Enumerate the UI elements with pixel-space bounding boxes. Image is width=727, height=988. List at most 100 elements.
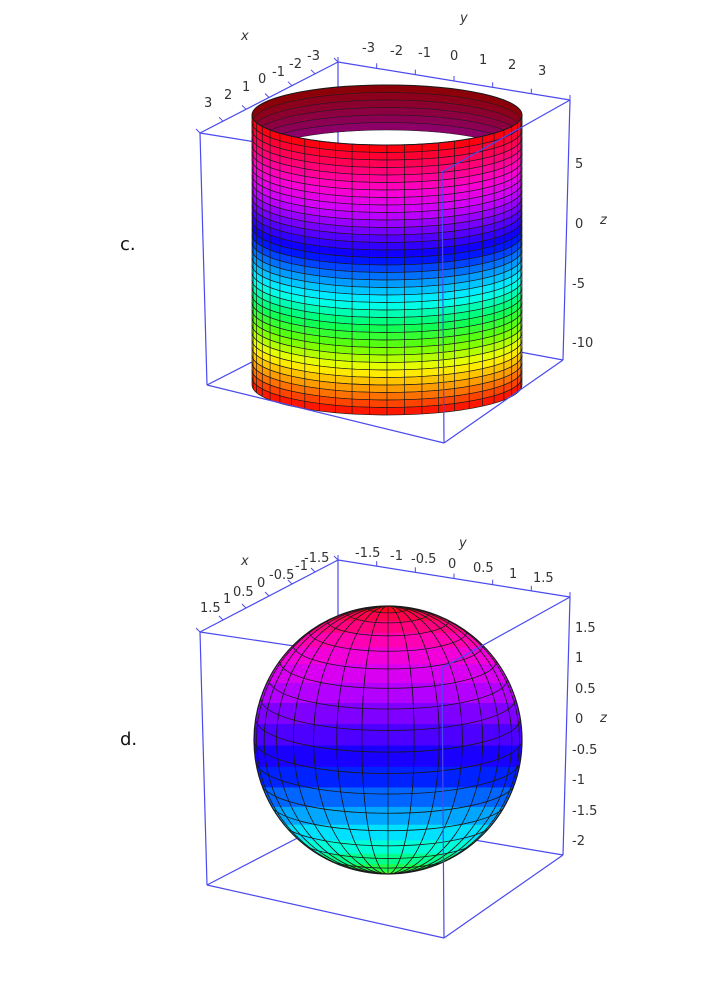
z-tick-labels-d: 1.5 1 0.5 0 -0.5 -1 -1.5 -2 — [572, 621, 597, 849]
axis-tick — [333, 57, 339, 63]
x-tick-label: 0 — [257, 576, 265, 591]
y-tick-label: 0 — [448, 557, 456, 572]
y-axis-label-c: y — [459, 11, 468, 26]
y-tick-label: -0.5 — [411, 552, 436, 567]
sphere-meridian — [313, 606, 463, 874]
x-axis-label-c: x — [240, 29, 249, 44]
sphere-latitude — [255, 760, 521, 795]
item-label-c: c. — [120, 234, 136, 255]
axis-tick — [310, 69, 316, 75]
y-tick-label: -1.5 — [355, 546, 380, 561]
sphere-latitude — [366, 607, 410, 614]
y-axis-label-d: y — [458, 536, 467, 551]
sphere-latitude — [268, 679, 508, 710]
sphere-band — [254, 877, 522, 892]
z-tick-label: 0 — [575, 712, 583, 727]
x-tick-label: 1.5 — [200, 601, 221, 616]
plot-d: d. 1.5 1 0.5 0 -0.5 -1 -1.5 x -1.5 -1 -0… — [120, 536, 608, 939]
y-tick-label: -3 — [362, 41, 375, 56]
sphere-meridian — [292, 606, 484, 874]
z-tick-label: 1 — [575, 651, 583, 666]
x-tick-label: 1 — [242, 80, 250, 95]
sphere-latitude — [260, 781, 516, 814]
z-tick-label: -2 — [572, 834, 585, 849]
sphere-latitude — [292, 645, 484, 670]
sphere-band — [254, 864, 522, 874]
axis-tick — [264, 591, 270, 597]
y-tick-label: -1 — [390, 549, 403, 564]
cylinder-surface — [251, 84, 523, 416]
x-tick-labels-c: 3 2 1 0 -1 -2 -3 — [204, 49, 320, 111]
y-tick-labels-d: -1.5 -1 -0.5 0 0.5 1 1.5 — [355, 546, 554, 586]
x-tick-label: 1 — [223, 592, 231, 607]
x-tick-label: -1 — [272, 65, 285, 80]
box-edge — [443, 854, 564, 939]
box-edge — [441, 171, 445, 444]
y-tick-label: 0.5 — [473, 561, 494, 576]
sphere-band — [254, 876, 522, 894]
axis-tick — [241, 603, 247, 609]
z-tick-labels-c: 5 0 -5 -10 — [572, 157, 593, 351]
y-tick-label: 1.5 — [533, 571, 554, 586]
cylinder-rim — [251, 84, 523, 146]
x-tick-label: -0.5 — [269, 568, 294, 583]
z-tick-label: 0 — [575, 217, 583, 232]
sphere-latitude — [268, 800, 508, 832]
y-tick-label: -1 — [418, 46, 431, 61]
axis-tick — [287, 81, 293, 87]
axis-tick — [195, 627, 201, 633]
y-tick-label: 3 — [538, 64, 546, 79]
axis-tick — [241, 104, 247, 110]
x-tick-label: 0 — [258, 72, 266, 87]
sphere-latitude — [254, 739, 522, 774]
sphere-meridian — [336, 606, 440, 874]
z-tick-label: -1.5 — [572, 804, 597, 819]
box-edge — [443, 359, 564, 444]
sphere-band — [254, 871, 522, 874]
y-tick-label: -2 — [390, 44, 403, 59]
y-tick-label: 0 — [450, 49, 458, 64]
x-tick-label: 2 — [224, 88, 232, 103]
sphere-meridian — [256, 606, 520, 874]
z-tick-label: -1 — [572, 773, 585, 788]
axis-tick — [287, 579, 293, 585]
x-tick-label: 0.5 — [233, 585, 254, 600]
sphere-latitude — [260, 698, 516, 731]
z-axis-label-c: z — [599, 213, 608, 228]
box-edge — [562, 596, 571, 856]
box-edge — [199, 631, 208, 886]
z-tick-label: -0.5 — [572, 743, 597, 758]
plot-c: c. 3 2 1 0 -1 -2 -3 x -3 -2 -1 0 1 2 3 y… — [120, 11, 608, 444]
axis-tick — [333, 555, 339, 561]
box-edge — [441, 596, 571, 669]
axis-tick — [218, 615, 224, 621]
sphere-surface — [253, 605, 523, 894]
axis-tick — [195, 128, 201, 134]
axis-tick — [310, 567, 316, 573]
bounding-box-front-d — [199, 596, 571, 939]
y-tick-labels-c: -3 -2 -1 0 1 2 3 — [362, 41, 546, 79]
sphere-meridian — [276, 606, 500, 874]
x-tick-label: -1.5 — [304, 551, 329, 566]
y-tick-label: 2 — [508, 58, 516, 73]
z-tick-label: 1.5 — [575, 621, 596, 636]
sphere-latitude — [308, 631, 468, 652]
z-tick-label: -5 — [572, 277, 585, 292]
bounding-box-front-c — [199, 99, 571, 444]
x-tick-label: -2 — [289, 57, 302, 72]
y-tick-label: 1 — [479, 53, 487, 68]
sphere-meridian — [361, 606, 415, 874]
y-tick-label: 1 — [509, 567, 517, 582]
z-tick-label: 5 — [575, 157, 583, 172]
z-axis-label-d: z — [599, 711, 608, 726]
box-edge — [199, 132, 208, 386]
x-tick-label: 3 — [204, 96, 212, 111]
axis-tick — [218, 116, 224, 122]
box-edge — [206, 884, 445, 939]
x-tick-labels-d: 1.5 1 0.5 0 -0.5 -1 -1.5 — [200, 551, 329, 616]
box-edge — [206, 384, 445, 444]
sphere-body — [254, 606, 522, 894]
z-tick-label: -10 — [572, 336, 593, 351]
sphere-meridian — [263, 606, 513, 874]
sphere-latitude — [255, 719, 521, 753]
